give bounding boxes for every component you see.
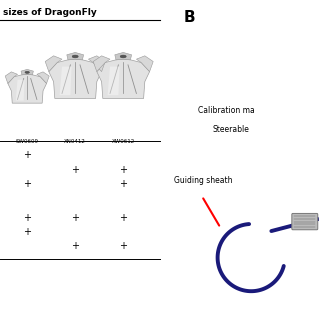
Polygon shape [16,80,25,101]
FancyBboxPatch shape [292,213,318,230]
Text: SW0609: SW0609 [16,139,39,144]
Polygon shape [60,67,72,95]
Polygon shape [49,59,102,99]
Polygon shape [108,67,120,95]
Text: +: + [119,179,127,189]
Text: B: B [184,10,196,25]
Text: +: + [71,164,79,175]
Ellipse shape [72,55,78,58]
Polygon shape [45,56,62,72]
Text: +: + [71,212,79,223]
Text: XW0612: XW0612 [112,139,135,144]
Polygon shape [88,56,105,72]
Ellipse shape [25,71,29,73]
Text: +: + [23,179,31,189]
Text: Steerable: Steerable [213,125,250,134]
Text: +: + [23,227,31,237]
Polygon shape [67,52,84,60]
Text: XN0412: XN0412 [64,139,86,144]
Polygon shape [136,56,153,72]
Text: +: + [119,164,127,175]
Polygon shape [115,52,132,60]
Text: +: + [23,212,31,223]
Text: +: + [119,241,127,252]
Text: +: + [23,150,31,160]
Ellipse shape [120,55,126,58]
Polygon shape [5,72,18,84]
Text: Guiding sheath: Guiding sheath [174,176,233,185]
Text: Calibration ma: Calibration ma [198,106,255,115]
Text: sizes of DragonFly: sizes of DragonFly [3,8,97,17]
Polygon shape [93,56,110,72]
Polygon shape [37,72,49,84]
Polygon shape [8,74,47,103]
Polygon shape [97,59,150,99]
Text: +: + [119,212,127,223]
Text: +: + [71,241,79,252]
Polygon shape [21,69,33,75]
